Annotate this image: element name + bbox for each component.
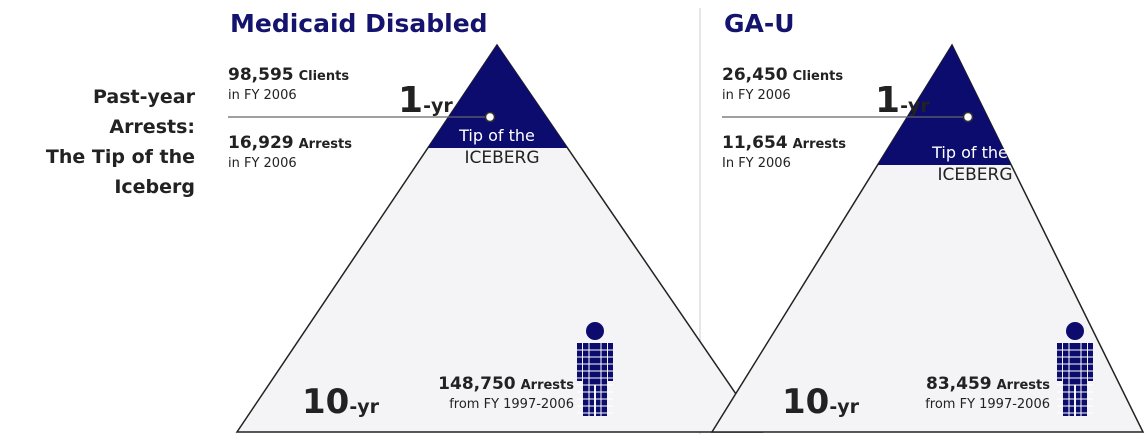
connector-dot [962, 111, 974, 123]
one-year: 1-yr [398, 80, 453, 121]
iceberg-tip [427, 45, 568, 148]
connector-dot [484, 111, 496, 123]
iceberg [710, 43, 1145, 433]
one-year-number: 1 [398, 80, 423, 121]
ten-year-arrests: 148,750 Arrests [438, 374, 574, 394]
iceberg-tip [877, 45, 1012, 165]
clients-label: Clients [299, 69, 350, 84]
ten-year-arrests-label: Arrests [521, 378, 575, 393]
ten-year-unit: -yr [829, 396, 859, 418]
panel-title: GA-U [724, 9, 795, 38]
clients-period: in FY 2006 [228, 88, 297, 103]
person-arm [608, 343, 613, 381]
tip-text: Tip of the [931, 143, 1008, 162]
ten-year-number: 10 [782, 382, 829, 422]
arrests-label: Arrests [299, 137, 353, 152]
ten-year-period: from FY 1997-2006 [449, 397, 574, 412]
clients-label: Clients [793, 69, 844, 84]
arrests: 11,654 Arrests [722, 133, 846, 153]
side-label: Iceberg [114, 176, 195, 198]
one-year-unit: -yr [900, 95, 930, 117]
clients-number: 26,450 [722, 65, 788, 85]
person-head [1066, 322, 1084, 340]
ten-year-arrests: 83,459 Arrests [926, 374, 1050, 394]
ten-year-arrests-label: Arrests [997, 378, 1051, 393]
arrests-period: In FY 2006 [722, 156, 791, 171]
ten-year-arrests-number: 148,750 [438, 374, 516, 394]
arrests-number: 11,654 [722, 133, 788, 153]
arrests-period: in FY 2006 [228, 156, 297, 171]
person-head [586, 322, 604, 340]
person-arm [1088, 343, 1093, 381]
side-label: The Tip of the [46, 146, 195, 168]
ten-year-period: from FY 1997-2006 [925, 397, 1050, 412]
one-year-unit: -yr [423, 95, 453, 117]
person-arm [1057, 343, 1062, 381]
tip-text: Tip of the [458, 126, 535, 145]
one-year-number: 1 [875, 80, 900, 121]
side-label: Arrests: [109, 116, 195, 138]
side-label: Past-year [93, 86, 196, 108]
ten-year: 10-yr [302, 382, 380, 422]
ten-year-number: 10 [302, 382, 349, 422]
arrests-label: Arrests [793, 137, 847, 152]
iceberg [235, 43, 764, 433]
ten-year-arrests-number: 83,459 [926, 374, 992, 394]
arrests-number: 16,929 [228, 133, 294, 153]
tip-text: ICEBERG [937, 165, 1012, 185]
panel-title: Medicaid Disabled [230, 9, 488, 38]
clients: 26,450 Clients [722, 65, 843, 85]
tip-text: ICEBERG [464, 148, 539, 168]
clients-number: 98,595 [228, 65, 294, 85]
person-arm [577, 343, 582, 381]
clients-period: in FY 2006 [722, 88, 791, 103]
clients: 98,595 Clients [228, 65, 349, 85]
ten-year: 10-yr [782, 382, 860, 422]
one-year: 1-yr [875, 80, 930, 121]
ten-year-unit: -yr [349, 396, 379, 418]
arrests: 16,929 Arrests [228, 133, 352, 153]
